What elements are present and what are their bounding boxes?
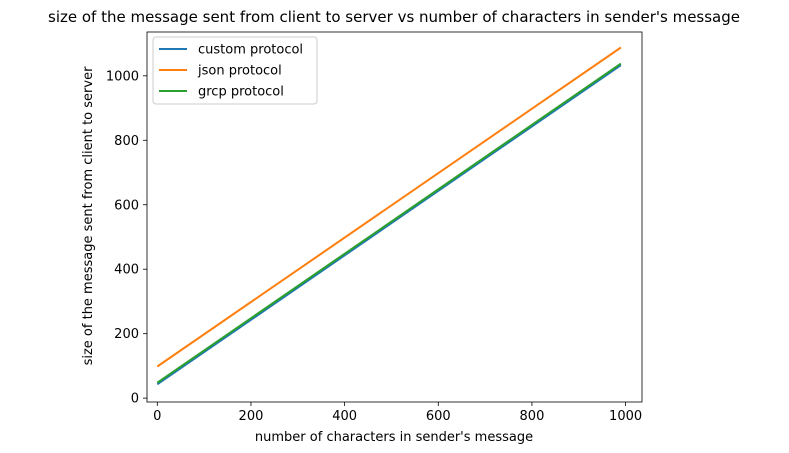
x-axis: 0 200 400 600 800 1000: [153, 402, 642, 424]
y-tick-label: 800: [114, 134, 139, 149]
y-tick-label: 200: [114, 327, 139, 342]
x-axis-label: number of characters in sender's message: [255, 430, 533, 445]
y-tick-label: 1000: [106, 69, 139, 84]
series-line-0: [156, 64, 622, 386]
chart-title: size of the message sent from client to …: [48, 8, 740, 26]
y-tick-label: 600: [114, 198, 139, 213]
legend-label-1: json protocol: [197, 64, 282, 79]
series-line-2: [156, 62, 622, 384]
legend-label-2: grcp protocol: [198, 85, 284, 100]
x-tick-label: 400: [332, 409, 357, 424]
y-axis: 0 200 400 600 800 1000: [106, 69, 147, 407]
y-tick-label: 400: [114, 263, 139, 278]
legend-label-0: custom protocol: [198, 43, 303, 58]
x-tick-label: 0: [153, 409, 161, 424]
x-tick-label: 800: [520, 409, 545, 424]
y-axis-label: size of the message sent from client to …: [81, 66, 96, 365]
series-line-1: [156, 46, 622, 368]
axes-frame: [146, 31, 643, 403]
x-tick-label: 200: [239, 409, 264, 424]
legend-box: [152, 36, 318, 105]
y-tick-label: 0: [131, 392, 139, 407]
legend: custom protocol json protocol grcp protoco…: [152, 36, 318, 105]
x-tick-label: 1000: [609, 409, 642, 424]
plot-area: [156, 46, 622, 386]
x-tick-label: 600: [426, 409, 451, 424]
